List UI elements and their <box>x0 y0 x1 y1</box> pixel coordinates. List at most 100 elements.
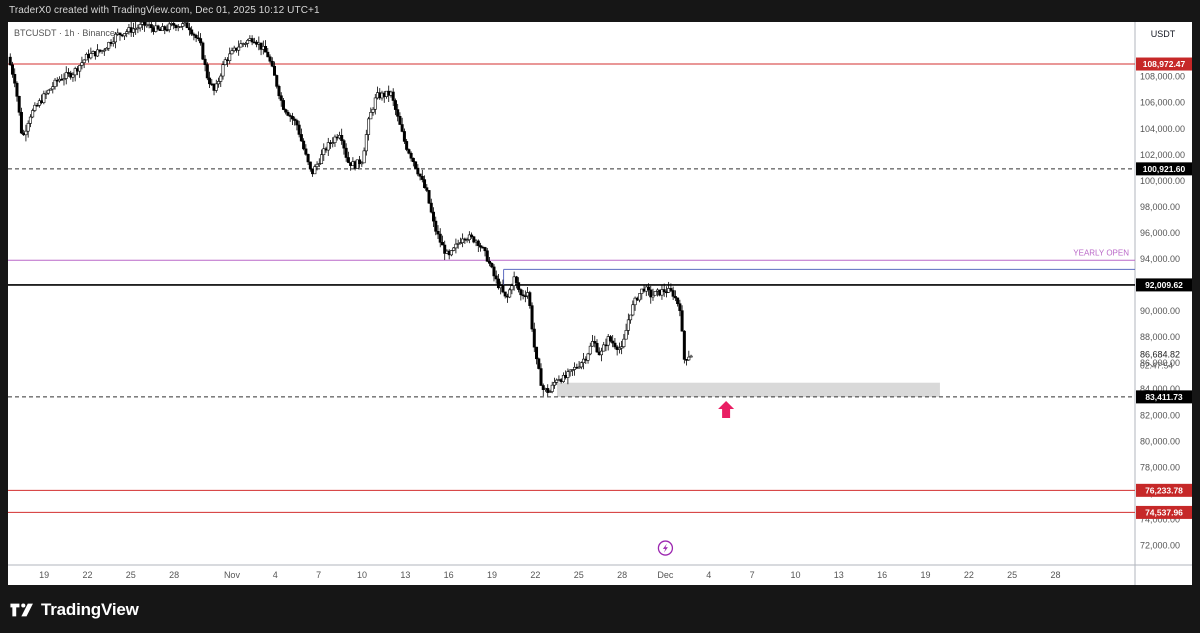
candle-body <box>33 104 37 111</box>
price-level-badge-label: 83,411.73 <box>1145 392 1183 402</box>
candle-body <box>62 78 66 81</box>
candle-body <box>219 75 223 82</box>
candle-body <box>418 173 422 177</box>
candle-body <box>331 142 335 144</box>
candle-body <box>407 149 411 154</box>
candle-body <box>423 179 427 188</box>
candle-body <box>548 391 552 393</box>
candle-body <box>71 74 75 78</box>
candle-countdown-label: 02:47:54 <box>1140 360 1173 370</box>
candle-body <box>611 340 615 344</box>
time-tick-label: 4 <box>706 570 711 580</box>
candle-body <box>427 190 431 204</box>
time-tick-label: 22 <box>530 570 540 580</box>
candle-body <box>613 342 617 348</box>
price-tick-label: 108,000.00 <box>1140 72 1185 82</box>
candle-body <box>237 46 241 51</box>
candle-body <box>217 81 221 85</box>
candle-body <box>492 266 496 277</box>
price-level-badge-label: 108,972.47 <box>1143 59 1186 69</box>
price-tick-label: 96,000.00 <box>1140 228 1180 238</box>
price-level-badge <box>1136 57 1192 71</box>
candle-body <box>308 161 312 170</box>
candle-body <box>279 95 283 101</box>
candle-body <box>371 108 375 113</box>
candle-body <box>393 100 397 110</box>
candle-body <box>662 289 666 293</box>
candle-body <box>246 40 250 44</box>
candle-body <box>165 29 169 31</box>
candle-body <box>420 176 424 180</box>
candle-body <box>284 109 288 113</box>
candle-body <box>398 116 402 125</box>
candle-body <box>122 33 126 37</box>
candle-body <box>470 234 474 238</box>
candle-body <box>517 282 521 290</box>
price-tick-label: 86,000.00 <box>1140 358 1180 368</box>
candle-body <box>228 53 232 61</box>
price-level-badge <box>1136 390 1192 404</box>
candle-body <box>638 293 642 301</box>
candle-body <box>595 342 599 353</box>
candle-body <box>633 297 637 306</box>
price-chart[interactable]: USDT72,000.0074,000.0076,000.0078,000.00… <box>8 22 1192 585</box>
time-tick-label: 22 <box>82 570 92 580</box>
candle-body <box>333 136 337 143</box>
candle-body <box>239 43 243 48</box>
price-tick-label: 88,000.00 <box>1140 332 1180 342</box>
candle-body <box>561 375 565 382</box>
price-tick-label: 100,000.00 <box>1140 176 1185 186</box>
candle-body <box>205 64 209 79</box>
time-tick-label: 28 <box>169 570 179 580</box>
candle-body <box>620 346 624 349</box>
candle-body <box>78 65 82 72</box>
candle-body <box>510 285 514 291</box>
candle-body <box>568 369 572 373</box>
candle-body <box>436 231 440 235</box>
candle-body <box>593 341 597 344</box>
candle-body <box>221 64 225 77</box>
candle-body <box>167 23 171 31</box>
candle-body <box>647 286 651 291</box>
time-tick-label: 22 <box>964 570 974 580</box>
candle-body <box>483 247 487 252</box>
time-tick-label: 4 <box>273 570 278 580</box>
candle-body <box>10 64 14 75</box>
time-tick-label: 19 <box>920 570 930 580</box>
candle-body <box>501 285 505 293</box>
candle-body <box>355 159 359 169</box>
candle-body <box>194 35 198 39</box>
candle-body <box>89 53 93 59</box>
price-level-badge-label: 92,009.62 <box>1145 280 1183 290</box>
candle-body <box>8 56 12 66</box>
candle-body <box>281 100 285 110</box>
candle-body <box>105 47 109 51</box>
candle-body <box>488 261 492 264</box>
candle-body <box>396 109 400 117</box>
candle-body <box>364 134 368 152</box>
candle-body <box>369 112 373 120</box>
candle-body <box>586 353 590 361</box>
current-price-label: 86,684.82 <box>1140 349 1180 359</box>
candle-body <box>302 140 306 150</box>
candle-body <box>391 91 395 101</box>
tradingview-logo[interactable]: TradingView <box>9 600 139 620</box>
candle-body <box>178 26 182 28</box>
candle-body <box>181 23 185 27</box>
candle-body <box>519 289 523 296</box>
chart-panel[interactable]: USDT72,000.0074,000.0076,000.0078,000.00… <box>8 22 1192 585</box>
candle-body <box>454 243 458 249</box>
candle-body <box>138 24 142 29</box>
time-tick-label: 13 <box>400 570 410 580</box>
candle-body <box>35 104 39 107</box>
candle-body <box>530 305 534 330</box>
price-level-badge-label: 74,537.96 <box>1145 508 1183 518</box>
price-tick-label: 84,000.00 <box>1140 384 1180 394</box>
candle-body <box>243 43 247 45</box>
candle-body <box>409 152 413 159</box>
candle-body <box>669 288 673 291</box>
candle-body <box>317 163 321 165</box>
price-tick-label: 72,000.00 <box>1140 540 1180 550</box>
candle-body <box>49 88 53 91</box>
candle-body <box>521 294 525 297</box>
